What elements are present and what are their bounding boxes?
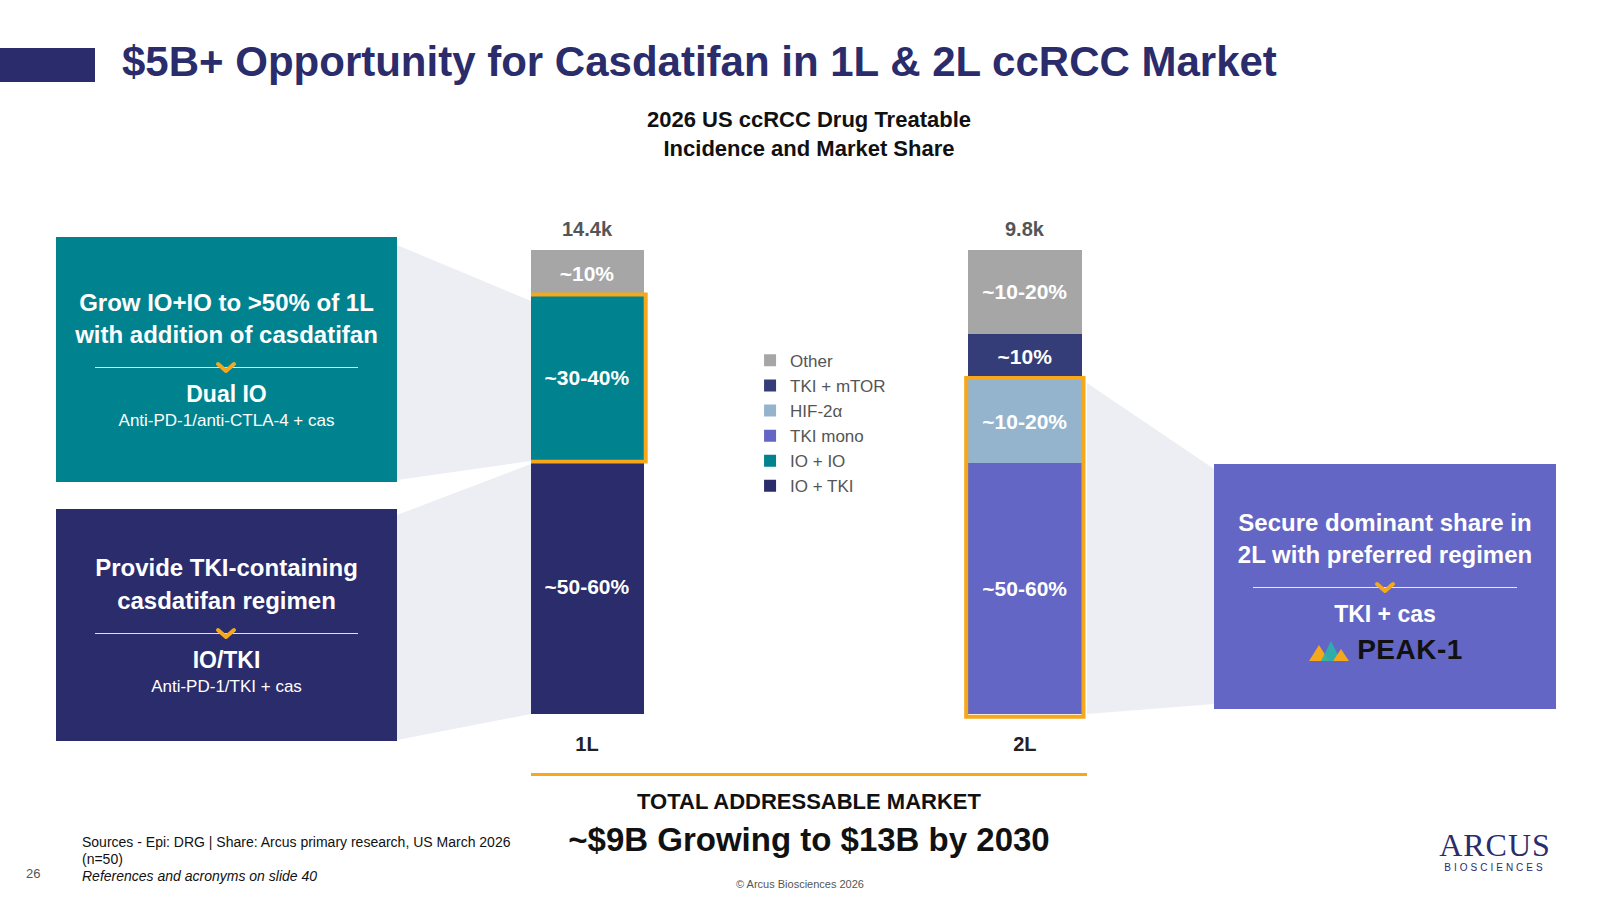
html-text:Anti-PD-1/anti-CTLA-4 + cas: Anti-PD-1/anti-CTLA-4 + cas — [118, 411, 335, 431]
html-text:Grow IO+IO to >50% of 1L with: Grow IO+IO to >50% of 1L with addition o… — [75, 288, 378, 348]
svg-text:14.4k: 14.4k — [562, 218, 613, 240]
html-text:© Arcus Biosciences 2026: © Arcus Biosciences 2026 — [736, 878, 864, 890]
html-text:Anti-PD-1/TKI + cas: Anti-PD-1/TKI + cas — [151, 676, 302, 696]
svg-text:~50-60%: ~50-60% — [545, 575, 630, 598]
html-text:TKI + cas: TKI + cas — [1334, 601, 1436, 628]
html-text:Secure dominant share in 2L wi: Secure dominant share in 2L with preferr… — [1237, 508, 1533, 568]
html-text:$5B+ Opportunity for Casdatifa: $5B+ Opportunity for Casdatifan in 1L & … — [122, 38, 1277, 85]
svg-text:TKI + mTOR: TKI + mTOR — [790, 377, 886, 396]
svg-text:~10-20%: ~10-20% — [982, 410, 1067, 433]
svg-text:IO + TKI: IO + TKI — [790, 477, 853, 496]
svg-text:2026 US ccRCC Drug TreatableIn: 2026 US ccRCC Drug TreatableIncidence an… — [647, 107, 971, 161]
html-text:PEAK-1: PEAK-1 — [1357, 634, 1463, 666]
html-text:26: 26 — [26, 866, 41, 881]
svg-text:~10-20%: ~10-20% — [982, 280, 1067, 303]
html-text:Sources - Epi: DRG | Share: Ar: Sources - Epi: DRG | Share: Arcus primar… — [82, 834, 511, 867]
html-text:ARCUS: ARCUS — [1439, 827, 1551, 863]
svg-text:IO + IO: IO + IO — [790, 452, 845, 471]
svg-text:1L: 1L — [575, 733, 598, 755]
svg-text:~10%: ~10% — [998, 345, 1053, 368]
html-text:~$9B Growing to $13B by 2030: ~$9B Growing to $13B by 2030 — [568, 821, 1050, 858]
html-text:Provide TKI-containing casdati: Provide TKI-containing casdatifan regime… — [95, 554, 358, 614]
svg-text:~30-40%: ~30-40% — [545, 366, 630, 389]
svg-text:2L: 2L — [1013, 733, 1036, 755]
svg-text:9.8k: 9.8k — [1005, 218, 1045, 240]
svg-text:TKI mono: TKI mono — [790, 427, 864, 446]
svg-text:~50-60%: ~50-60% — [982, 577, 1067, 600]
html-text:TOTAL ADDRESSABLE MARKET: TOTAL ADDRESSABLE MARKET — [637, 789, 981, 814]
html-text:References and acronyms on sli: References and acronyms on slide 40 — [82, 868, 317, 884]
html-text:BIOSCIENCES: BIOSCIENCES — [1444, 862, 1546, 873]
svg-text:~10%: ~10% — [560, 262, 615, 285]
svg-text:Other: Other — [790, 352, 833, 371]
html-text:Dual IO: Dual IO — [186, 381, 267, 408]
html-text:IO/TKI: IO/TKI — [192, 646, 261, 673]
svg-text:HIF-2α: HIF-2α — [790, 402, 843, 421]
